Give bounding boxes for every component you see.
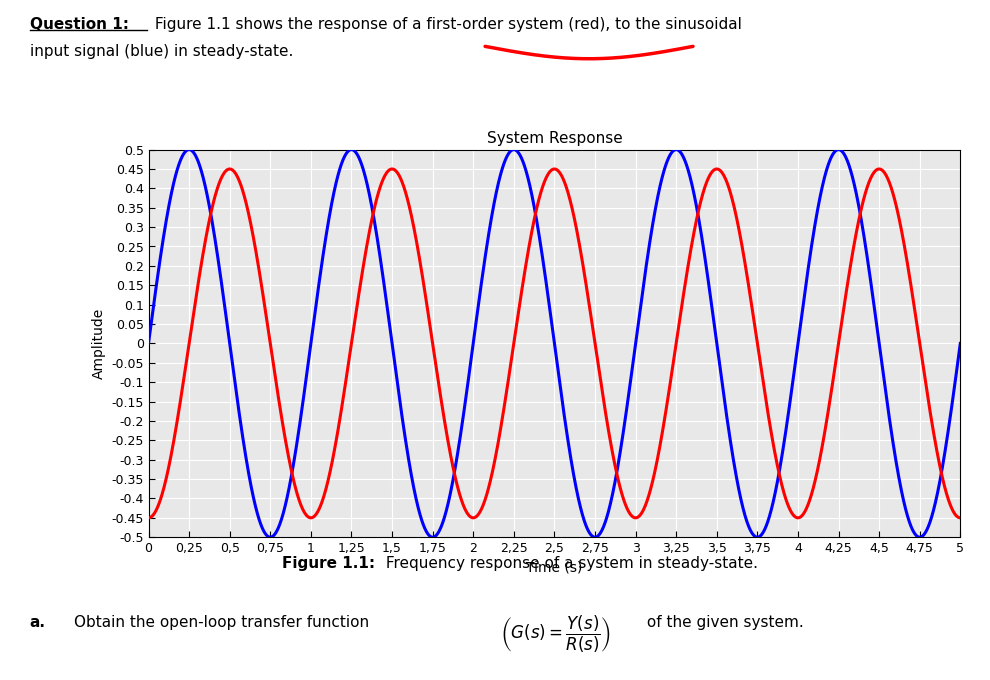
Text: input signal (blue) in steady-state.: input signal (blue) in steady-state. [30, 44, 293, 59]
Text: Obtain the open-loop transfer function: Obtain the open-loop transfer function [74, 615, 374, 630]
Text: Question 1:: Question 1: [30, 17, 129, 32]
Y-axis label: Amplitude: Amplitude [92, 308, 106, 379]
Text: $\left(G(s) = \dfrac{Y(s)}{R(s)}\right)$: $\left(G(s) = \dfrac{Y(s)}{R(s)}\right)$ [500, 613, 611, 655]
Text: Figure 1.1:: Figure 1.1: [282, 556, 375, 571]
Text: Frequency response of a system in steady-state.: Frequency response of a system in steady… [381, 556, 758, 571]
Text: of the given system.: of the given system. [642, 615, 803, 630]
Text: Figure 1.1 shows the response of a first-order system (red), to the sinusoidal: Figure 1.1 shows the response of a first… [150, 17, 742, 32]
X-axis label: Time (s): Time (s) [527, 560, 582, 575]
Text: Q̲u̲e̲s̲t̲i̲o̲n̲ ̲1̲:: Q̲u̲e̲s̲t̲i̲o̲n̲ ̲1̲: [30, 17, 129, 33]
Title: System Response: System Response [486, 131, 623, 146]
Text: a.: a. [30, 615, 46, 630]
